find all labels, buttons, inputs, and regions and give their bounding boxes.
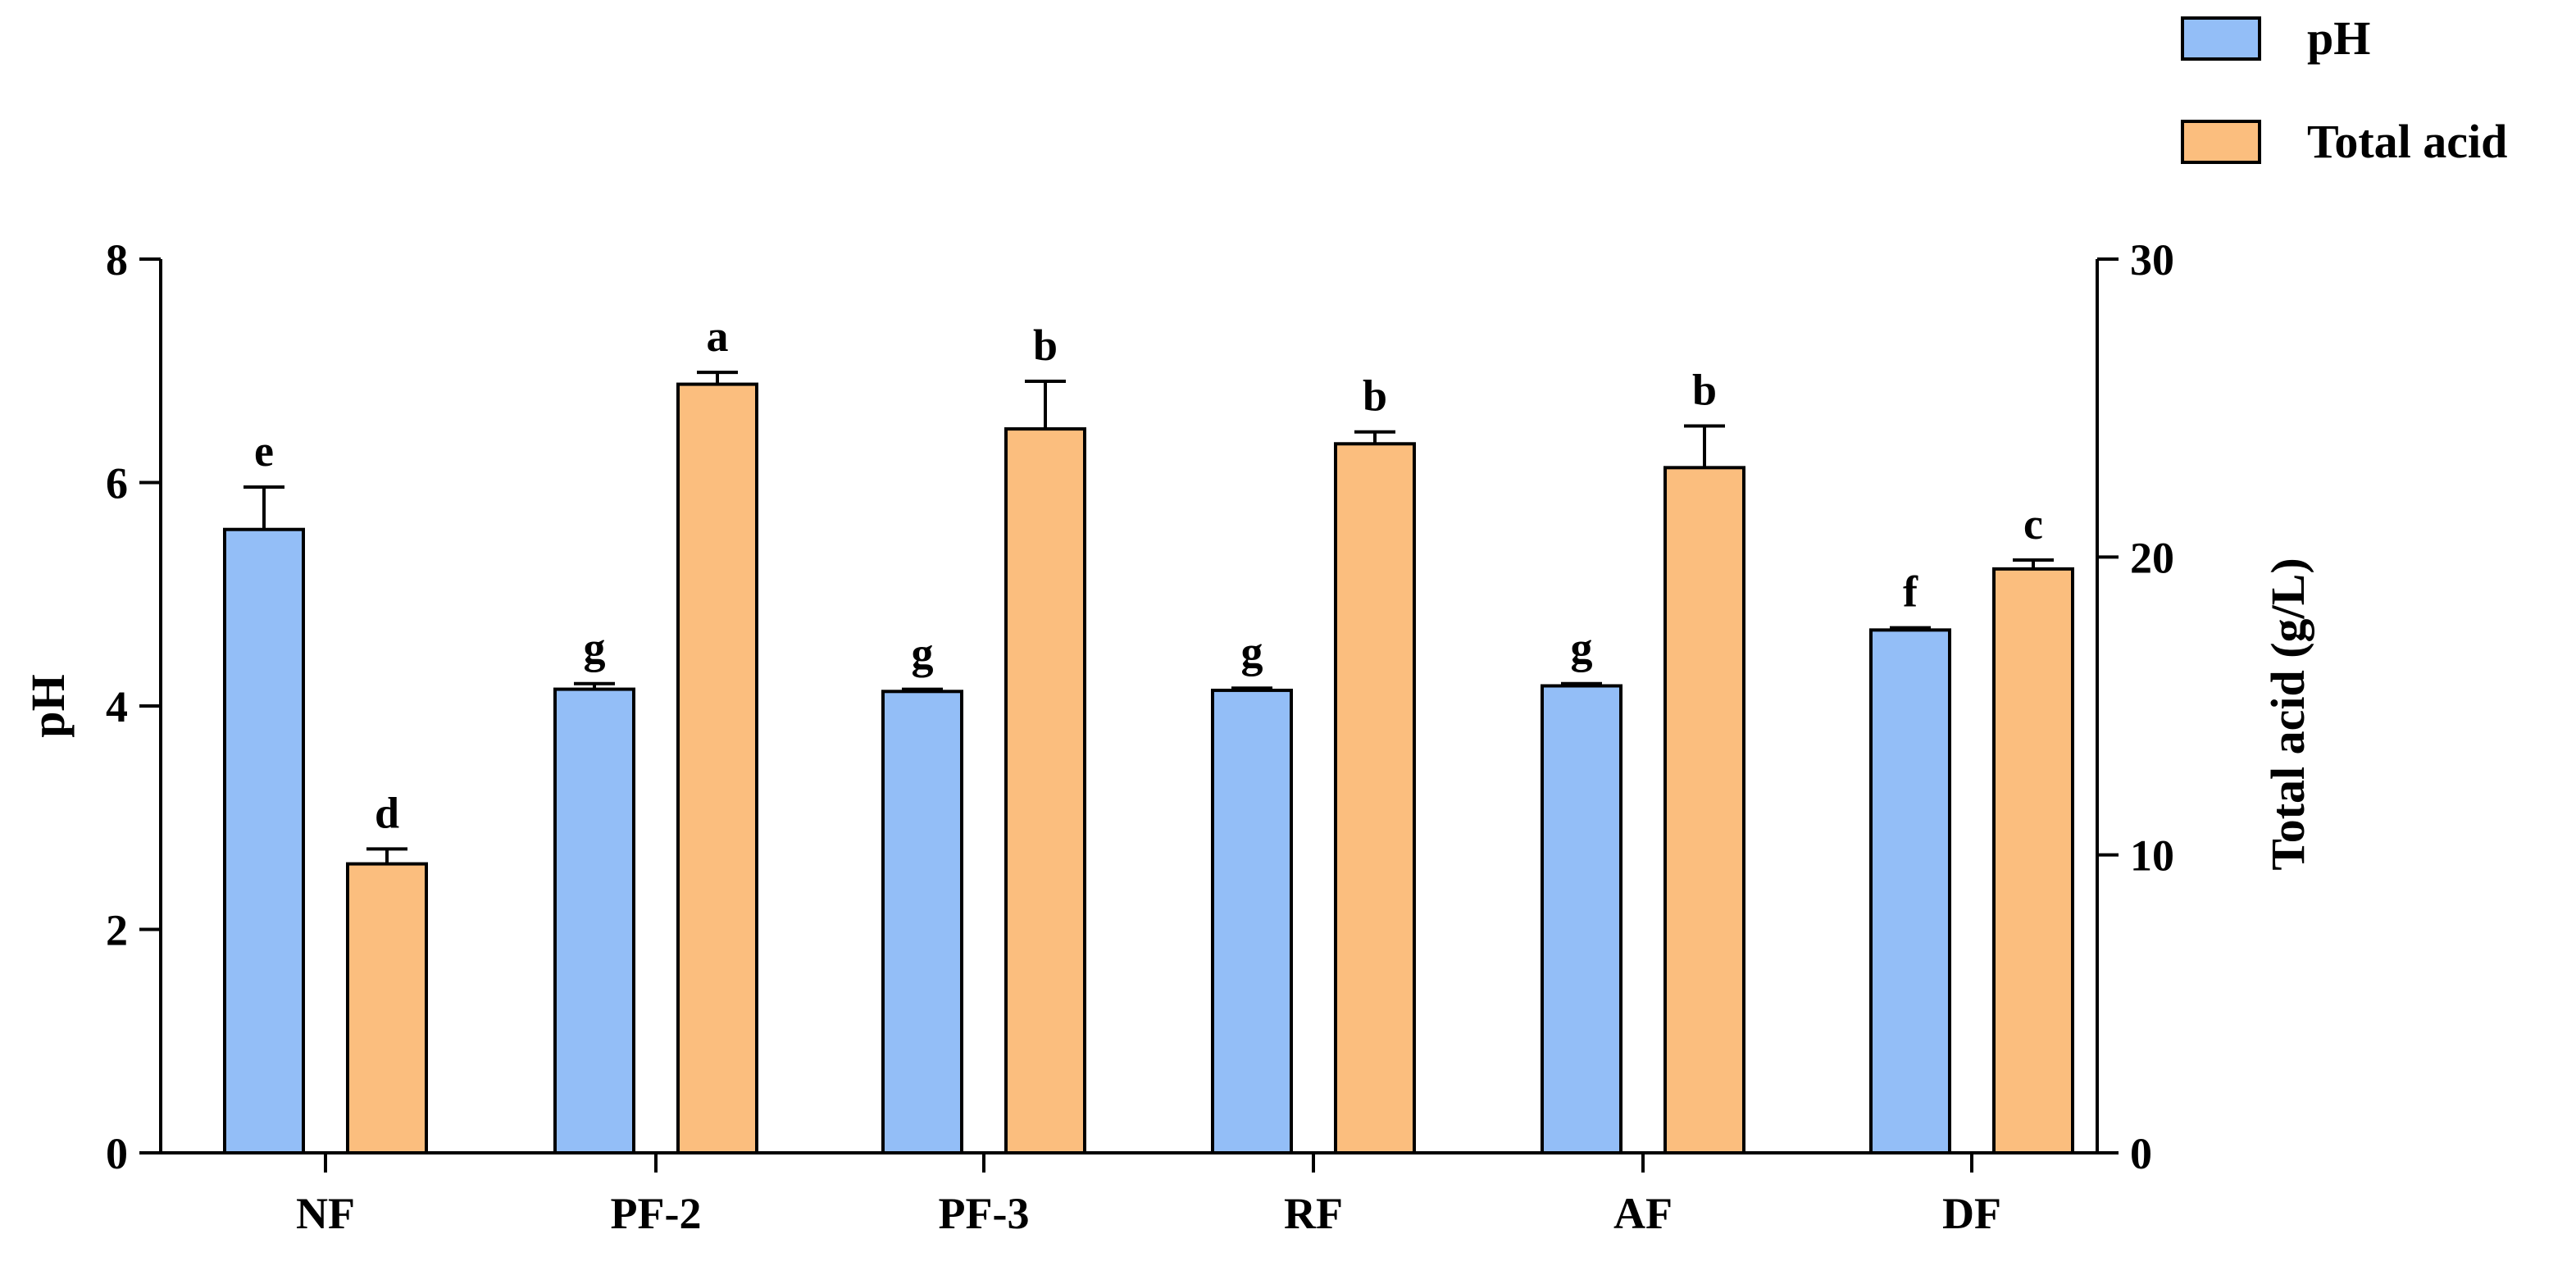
right-axis-title: Total acid (g/L) <box>2261 558 2314 870</box>
bar-ph <box>223 527 305 1154</box>
bar-ph <box>1211 688 1293 1154</box>
left-axis-tick-label: 4 <box>106 682 128 731</box>
bar-total-acid <box>1004 427 1086 1154</box>
bar-ph <box>881 690 963 1154</box>
bar-total-acid <box>1663 466 1745 1154</box>
significance-letter: b <box>1692 365 1717 414</box>
bar-ph <box>1541 684 1623 1154</box>
left-axis-title: pH <box>21 674 75 737</box>
legend: pH Total acid <box>2181 11 2507 168</box>
significance-letter: b <box>1363 371 1387 421</box>
x-axis-category-label: AF <box>1613 1189 1673 1238</box>
significance-letter: g <box>584 623 606 672</box>
x-axis-category-label: DF <box>1942 1189 2001 1238</box>
x-axis-category-label: RF <box>1284 1189 1343 1238</box>
bar-total-acid <box>346 862 428 1154</box>
significance-letter: a <box>707 312 729 361</box>
significance-letter: g <box>1571 623 1593 672</box>
significance-letter: d <box>375 788 399 837</box>
left-axis-tick-label: 0 <box>106 1129 128 1178</box>
bar-total-acid <box>676 382 758 1155</box>
significance-letter: c <box>2023 499 2043 549</box>
significance-letter: g <box>912 629 934 678</box>
legend-swatch-total-acid <box>2181 120 2261 164</box>
left-axis-tick-label: 6 <box>106 459 128 508</box>
legend-label: Total acid <box>2307 115 2507 168</box>
x-axis-category-label: PF-2 <box>611 1189 702 1238</box>
legend-swatch-ph <box>2181 16 2261 61</box>
legend-label: pH <box>2307 11 2370 65</box>
significance-letter: b <box>1033 321 1058 370</box>
x-axis-category-label: NF <box>296 1189 355 1238</box>
x-axis-category-label: PF-3 <box>939 1189 1030 1238</box>
left-axis-tick-label: 2 <box>106 906 128 955</box>
bars: e d g a g b g b g b f c <box>223 312 2074 1155</box>
significance-letter: g <box>1241 627 1263 676</box>
left-axis-tick-label: 8 <box>106 235 128 285</box>
right-axis-tick-label: 20 <box>2130 533 2174 582</box>
bar-total-acid <box>1334 442 1416 1154</box>
bar-total-acid <box>1992 567 2074 1154</box>
right-axis-tick-label: 0 <box>2130 1129 2152 1178</box>
right-axis-tick-label: 10 <box>2130 831 2174 881</box>
bar-ph <box>1869 628 1951 1154</box>
significance-letter: e <box>254 426 274 476</box>
axes: 0 2 4 6 8 0 10 20 30 pH Total acid (g/L) NF PF-2 PF-3… <box>21 235 2314 1238</box>
bar-ph <box>553 687 635 1154</box>
right-axis-tick-label: 30 <box>2130 235 2174 285</box>
significance-letter: f <box>1903 567 1918 617</box>
